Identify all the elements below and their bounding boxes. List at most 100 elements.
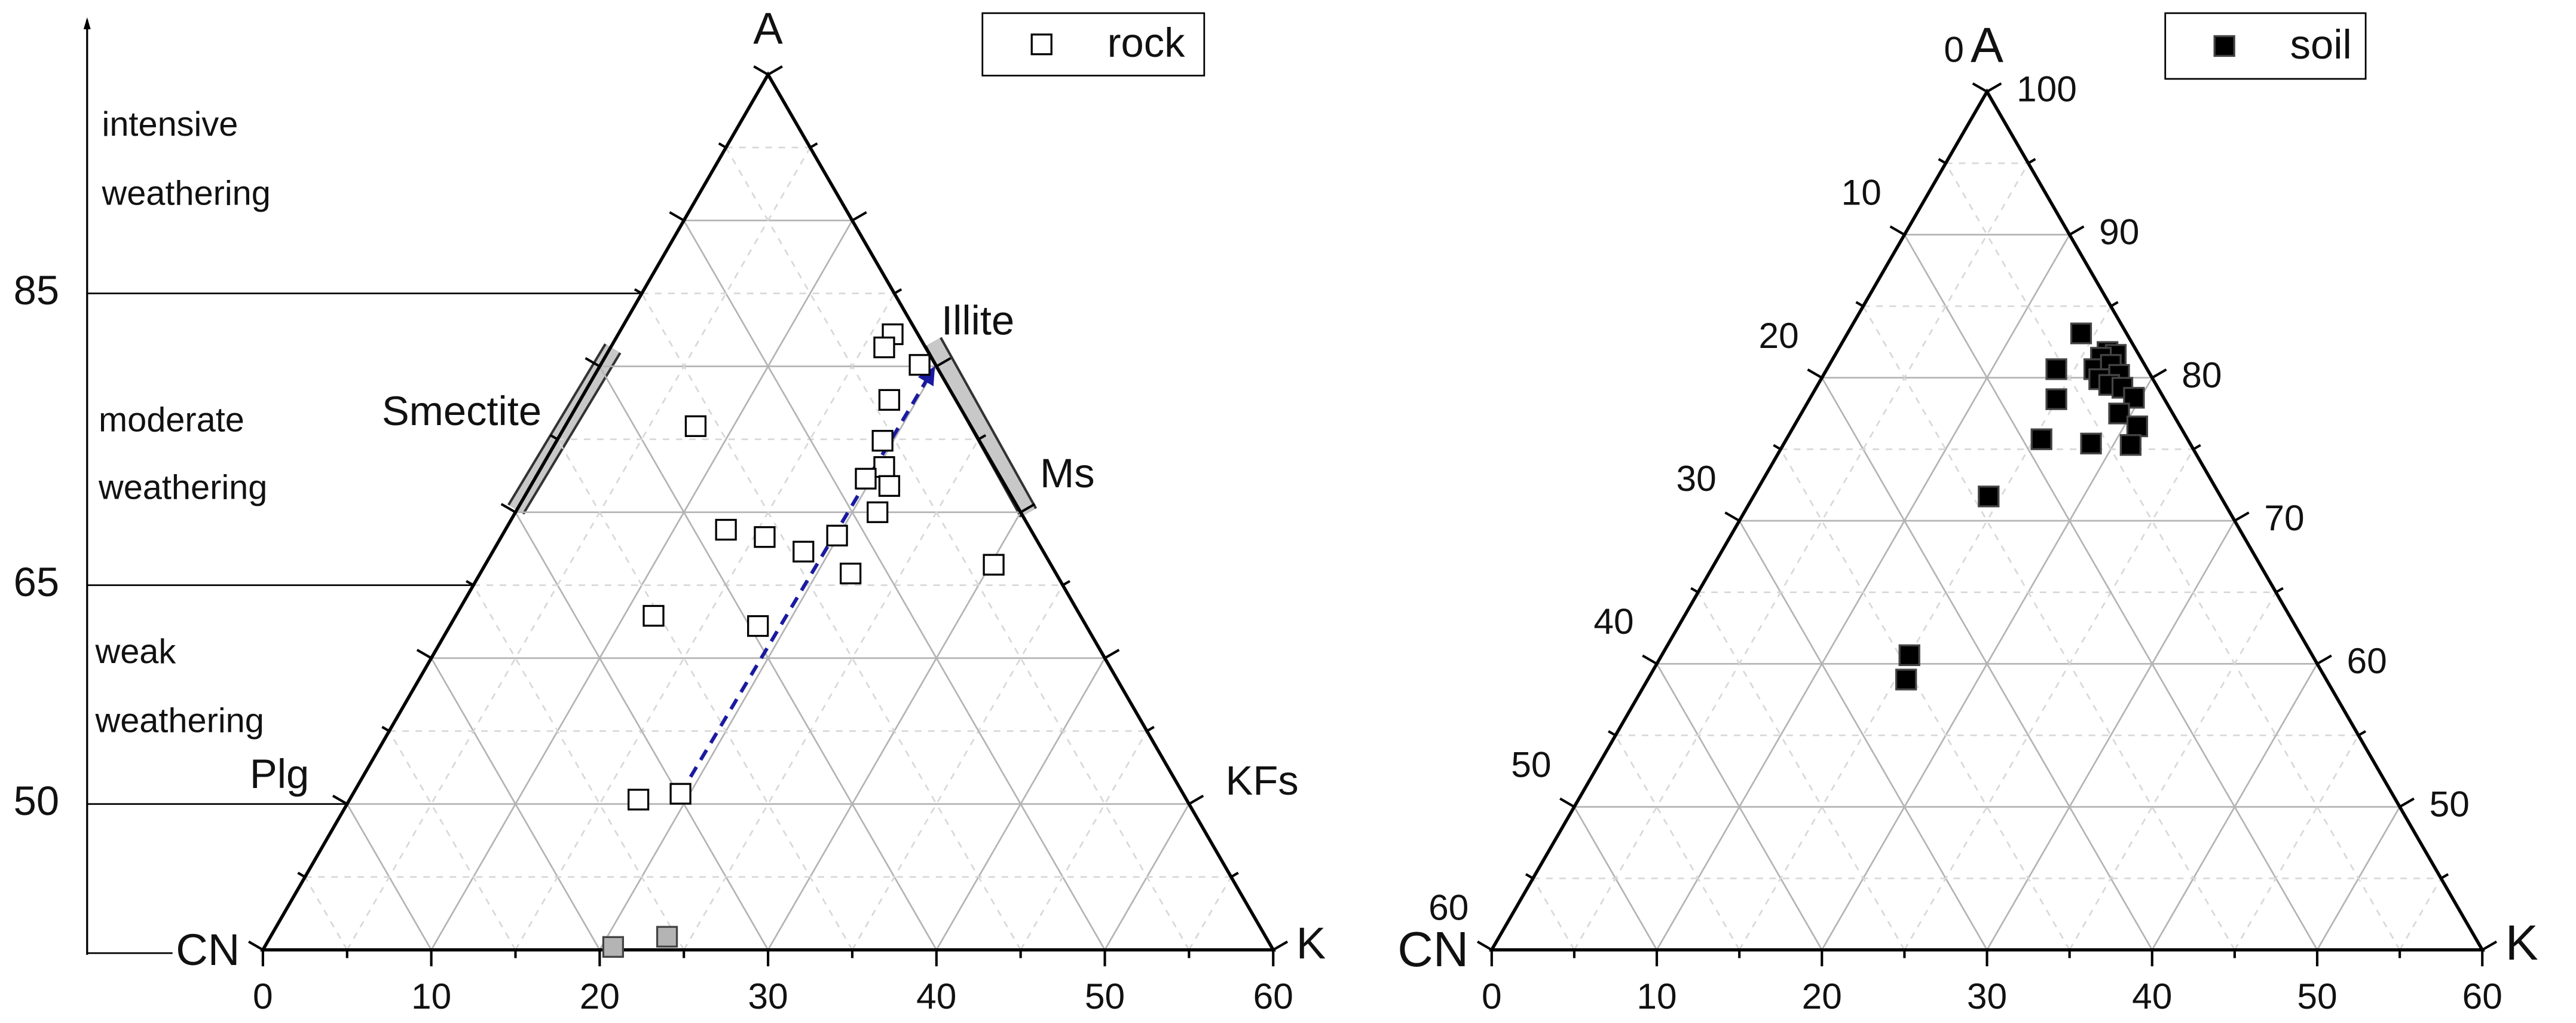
x-tick-label: 10 — [411, 976, 451, 1016]
tick-mark — [585, 357, 601, 368]
tick-mark — [1986, 82, 2002, 93]
zone-label: weak — [95, 633, 176, 671]
corner-label: A — [753, 4, 783, 53]
mineral-label: Ms — [1040, 450, 1095, 496]
tick-mark — [500, 503, 516, 514]
tick-mark — [753, 65, 769, 76]
legend-box — [2164, 12, 2367, 80]
grid-line — [1945, 163, 2401, 951]
cn-tick-label: 10 — [1841, 172, 1881, 213]
legend-box — [981, 12, 1206, 77]
tick-mark — [2110, 301, 2119, 307]
tick-mark — [809, 142, 818, 149]
y-tick-label: 60 — [2346, 640, 2387, 681]
grid-line — [346, 147, 811, 951]
point — [602, 936, 625, 958]
grid-line — [1821, 377, 2153, 951]
point — [627, 789, 650, 811]
mineral-label: KFs — [1226, 758, 1299, 804]
point — [656, 926, 678, 948]
y-tick-label: 100 — [2017, 68, 2077, 109]
tick-mark — [416, 649, 432, 659]
point — [1895, 668, 1917, 691]
grid-line — [725, 147, 1190, 951]
point — [855, 468, 877, 490]
tick-mark — [1525, 873, 1534, 880]
tick-mark — [1773, 444, 1782, 451]
tick-mark — [1272, 940, 1289, 951]
tick-mark — [2192, 444, 2201, 451]
grid-line — [1697, 591, 1905, 951]
grid-line — [683, 220, 1106, 951]
grid-line — [1573, 163, 2029, 951]
zone-label: intensive — [102, 105, 238, 143]
x-tick-label: 40 — [916, 976, 956, 1016]
point — [2030, 428, 2052, 450]
grid-line — [2234, 735, 2360, 951]
point — [2045, 358, 2067, 380]
legend-marker — [2213, 35, 2235, 57]
tick-mark — [1724, 511, 1740, 522]
tick-mark — [1188, 795, 1204, 805]
grid-line — [430, 658, 601, 951]
point — [643, 604, 665, 627]
point — [908, 354, 931, 376]
point — [873, 456, 895, 478]
zone-label: moderate — [99, 401, 244, 439]
x-tick-label: 20 — [580, 976, 620, 1016]
corner-label: K — [2505, 915, 2538, 970]
point — [1898, 644, 1920, 667]
x-tick-label: 60 — [2462, 976, 2502, 1016]
point — [2045, 388, 2067, 410]
point — [871, 430, 894, 452]
grid-line — [1904, 234, 2318, 951]
x-tick-label: 50 — [2297, 976, 2337, 1016]
corner-label: CN — [1397, 922, 1468, 977]
point — [2119, 434, 2141, 456]
y-tick-label: 50 — [14, 778, 59, 824]
cn-tick-label: 30 — [1676, 458, 1716, 499]
grid-line — [1862, 306, 2236, 951]
y-tick-label: 90 — [2099, 212, 2139, 252]
x-tick-label: 40 — [2132, 976, 2172, 1016]
mineral-label: Plg — [250, 751, 309, 797]
tick-mark — [669, 211, 685, 222]
tick-mark — [248, 940, 264, 951]
tick-mark — [1889, 225, 1905, 236]
grid-line — [683, 439, 980, 951]
tick-mark — [1608, 730, 1617, 737]
mineral-label: Smectite — [382, 388, 541, 434]
grid-line — [1738, 306, 2112, 951]
tick-mark — [978, 434, 987, 441]
tick-mark — [2440, 873, 2449, 880]
cn-tick-label: 40 — [1593, 601, 1633, 642]
x-tick-label: 30 — [748, 976, 788, 1016]
zone-label: weathering — [98, 468, 267, 506]
point — [826, 524, 848, 546]
tick-mark — [1146, 726, 1155, 732]
tick-mark — [549, 434, 558, 441]
legend-label: rock — [1108, 20, 1185, 66]
tick-mark — [894, 288, 902, 295]
tick-mark — [1476, 940, 1492, 951]
point — [2108, 402, 2130, 425]
cn-tick-label: 60 — [1428, 887, 1468, 928]
cn-tick-label: 50 — [1511, 744, 1551, 784]
grid-line — [2069, 591, 2277, 951]
illite-bar-fill — [926, 338, 1035, 517]
tick-mark — [1230, 872, 1239, 878]
point — [878, 389, 901, 411]
tick-mark — [2027, 158, 2036, 164]
tick-mark — [1807, 368, 1823, 379]
tick-mark — [2316, 654, 2332, 665]
legend-label: soil — [2290, 22, 2352, 68]
legend-marker — [1030, 33, 1053, 56]
grid-line — [1532, 878, 1575, 951]
corner-label: A — [1971, 18, 2003, 73]
x-tick-label: 10 — [1636, 976, 1676, 1016]
tick-mark — [2275, 587, 2284, 594]
grid-line — [599, 366, 937, 951]
point — [2070, 322, 2092, 344]
point — [793, 540, 815, 563]
